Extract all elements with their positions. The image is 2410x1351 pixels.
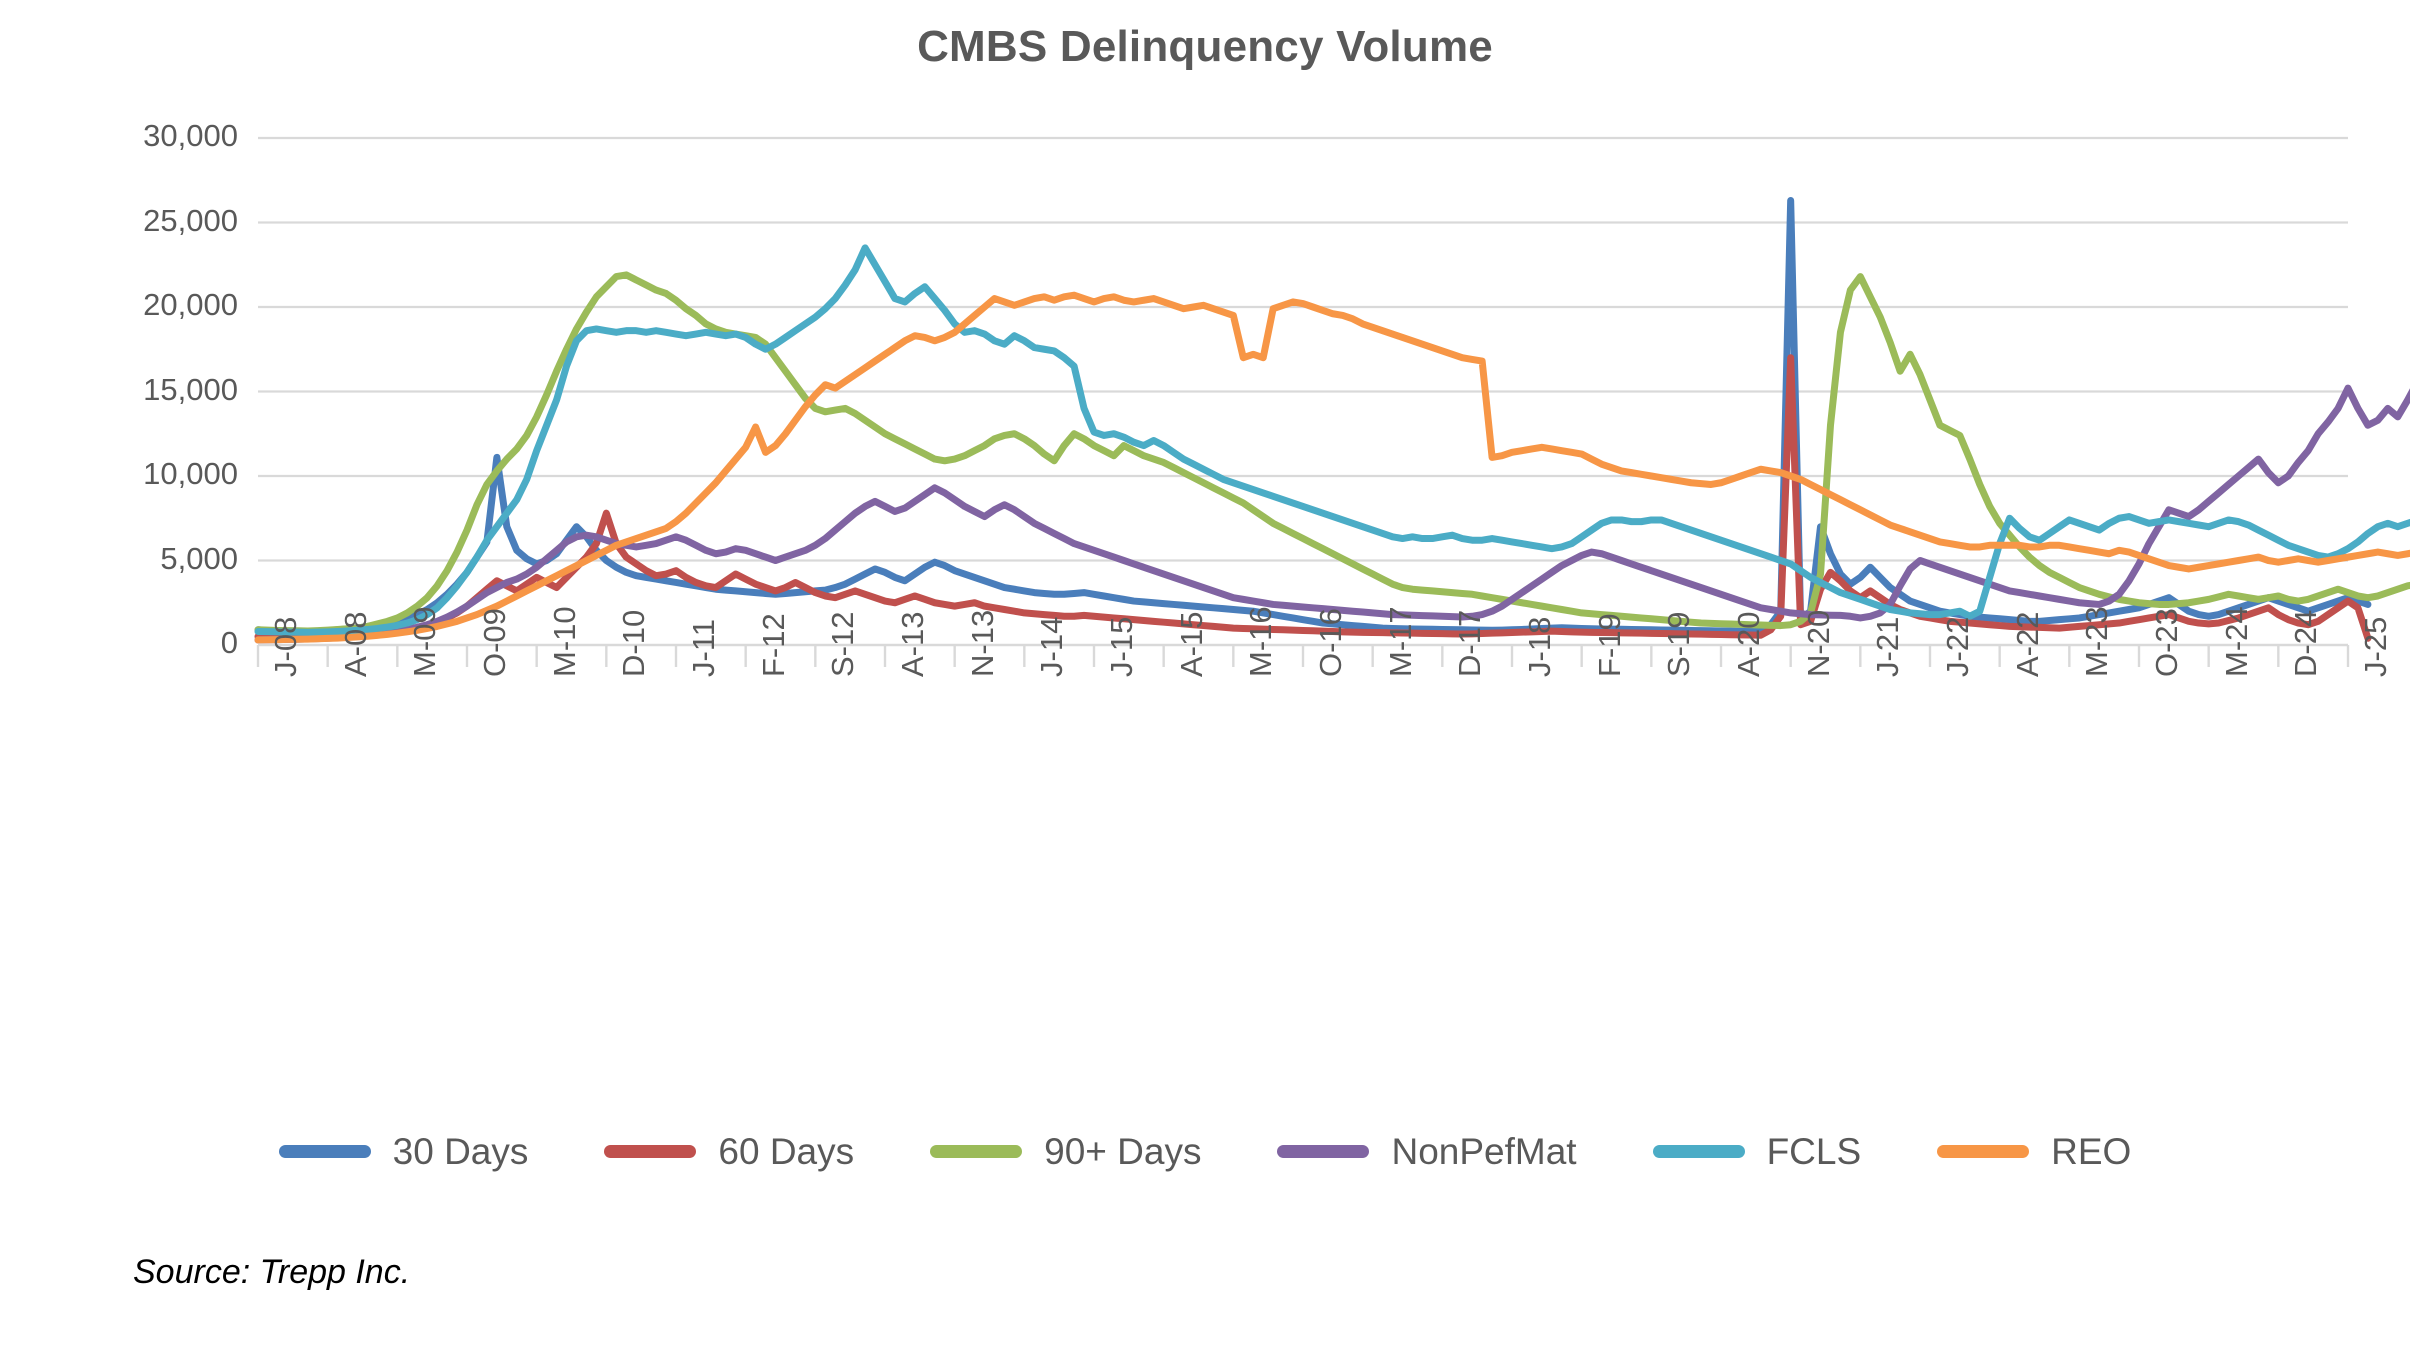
legend-swatch-icon	[1652, 1145, 1745, 1158]
legend-item-90-days[interactable]: 90+ Days	[930, 1133, 1201, 1170]
x-axis-tick-label: J-18	[1522, 616, 1557, 677]
x-axis-tick-label: J-21	[1870, 616, 1906, 677]
x-axis-tick-label: S-12	[825, 611, 861, 677]
legend-item-nonpefmat[interactable]: NonPefMat	[1277, 1131, 1577, 1172]
series-lines	[254, 197, 2410, 644]
x-axis-tick-label: A-15	[1173, 611, 1209, 677]
legend-swatch-icon	[1937, 1145, 2030, 1158]
legend-label: NonPefMat	[1391, 1131, 1577, 1172]
series-line-30-days	[254, 197, 2372, 636]
legend-swatch-icon	[278, 1145, 371, 1158]
x-axis-tick-label: O-23	[2149, 608, 2184, 677]
legend-item-reo[interactable]: REO	[1937, 1133, 2131, 1170]
x-axis-tick-label: M-17	[1382, 606, 1418, 677]
series-line-nonpefmat	[254, 384, 2410, 644]
x-axis-tick-label: J-22	[1940, 616, 1975, 677]
x-axis-tick-label: J-15	[1104, 616, 1139, 677]
x-axis-tick-label: D-17	[1452, 609, 1488, 677]
x-axis-tick-label: O-16	[1313, 608, 1348, 677]
x-axis-tick-label: J-11	[686, 618, 721, 677]
x-axis-tick-label: A-13	[895, 611, 930, 677]
x-axis-tick-label: J-25	[2358, 616, 2393, 677]
x-axis-tick-label: M-10	[546, 606, 582, 677]
legend-swatch-icon	[604, 1145, 697, 1158]
x-axis-tick-label: M-16	[1243, 606, 1279, 677]
y-axis-tick-label: 30,000	[143, 118, 238, 153]
x-axis-tick-label: M-09	[407, 606, 443, 677]
x-axis-tick-label: N-13	[964, 609, 1000, 677]
legend-label: FCLS	[1766, 1131, 1862, 1172]
y-axis-tick-label: 20,000	[143, 287, 238, 322]
x-axis-tick-label: O-09	[477, 608, 512, 677]
series-line-fcls	[254, 244, 2410, 636]
legend-label: 90+ Days	[1044, 1131, 1202, 1172]
y-axis-tick-label: 10,000	[143, 456, 238, 491]
x-axis-tick-label: S-19	[1661, 611, 1697, 677]
y-axis-tick-label: 25,000	[143, 202, 238, 238]
legend-swatch-icon	[1277, 1145, 1370, 1158]
x-axis-tick-label: A-20	[1731, 611, 1766, 677]
x-axis-tick-label: M-24	[2218, 606, 2254, 677]
x-axis-ticks	[256, 645, 2350, 667]
y-axis-tick-label: 0	[220, 625, 238, 660]
x-axis-tick-label: F-19	[1591, 613, 1627, 677]
legend-label: REO	[2051, 1131, 2132, 1172]
legend-swatch-icon	[930, 1145, 1023, 1158]
x-axis-tick-label: N-20	[1800, 609, 1836, 677]
x-axis-tick-label: D-10	[616, 609, 652, 677]
legend-label: 60 Days	[718, 1131, 855, 1172]
legend-item-60-days[interactable]: 60 Days	[604, 1133, 854, 1170]
y-axis-tick-label: 15,000	[143, 371, 238, 407]
x-axis-tick-label: A-22	[2009, 611, 2045, 677]
page-title: CMBS Delinquency Volume	[917, 22, 1493, 71]
x-axis-tick-label: M-23	[2079, 606, 2115, 677]
x-axis-tick-label: J-08	[268, 616, 303, 677]
source-note: Source: Trepp Inc.	[133, 1253, 411, 1291]
legend-item-fcls[interactable]: FCLS	[1652, 1131, 1862, 1172]
x-axis-tick-label: F-12	[755, 613, 791, 677]
x-axis-tick-label: D-24	[2288, 609, 2324, 677]
x-axis-tick-label: A-08	[337, 611, 373, 677]
y-axis-tick-label: 5,000	[160, 540, 238, 576]
series-line-60-days	[254, 354, 2372, 642]
legend-item-30-days[interactable]: 30 Days	[278, 1131, 529, 1172]
chart-legend: 30 Days 60 Days 90+ Days NonPefMat FCLS REO	[0, 1133, 2410, 1170]
series-line-90-days	[254, 271, 2410, 635]
series-line-reo	[254, 291, 2410, 644]
x-axis-tick-label: J-14	[1034, 616, 1070, 677]
legend-label: 30 Days	[392, 1131, 529, 1172]
